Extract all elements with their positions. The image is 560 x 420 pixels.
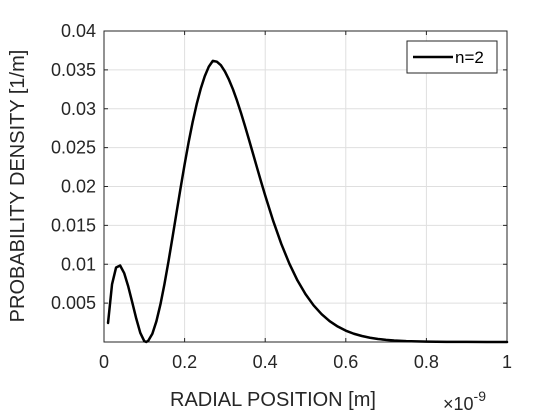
x-axis-exponent: ×10-9 bbox=[443, 388, 486, 414]
y-axis-title: PROBABILITY DENSITY [1/m] bbox=[7, 50, 29, 323]
x-tick-label: 1 bbox=[502, 352, 512, 372]
y-tick-label: 0.04 bbox=[61, 21, 96, 41]
x-tick-label: 0 bbox=[99, 352, 109, 372]
x-tick-label: 0.8 bbox=[414, 352, 439, 372]
y-tick-label: 0.005 bbox=[51, 293, 96, 313]
y-tick-label: 0.01 bbox=[61, 254, 96, 274]
series-line-n2 bbox=[106, 59, 509, 344]
y-tick-label: 0.015 bbox=[51, 215, 96, 235]
legend-label-n2: n=2 bbox=[455, 48, 484, 67]
x-tick-label: 0.6 bbox=[333, 352, 358, 372]
legend: n=2 bbox=[406, 40, 498, 74]
x-tick-label: 0.2 bbox=[172, 352, 197, 372]
x-axis-exponent-base: ×10 bbox=[443, 394, 474, 414]
y-tick-label: 0.02 bbox=[61, 177, 96, 197]
y-tick-label: 0.025 bbox=[51, 138, 96, 158]
x-axis-title: RADIAL POSITION [m] bbox=[170, 389, 376, 411]
y-tick-label: 0.03 bbox=[61, 99, 96, 119]
y-tick-label: 0.035 bbox=[51, 60, 96, 80]
ticks-layer: 0 0.2 0.4 0.6 0.8 1 0.005 0.01 0.015 0.02 0.025 0.0… bbox=[51, 21, 512, 372]
x-tick-label: 0.4 bbox=[253, 352, 278, 372]
x-axis-exponent-power: -9 bbox=[474, 388, 487, 404]
series-layer bbox=[106, 59, 509, 344]
